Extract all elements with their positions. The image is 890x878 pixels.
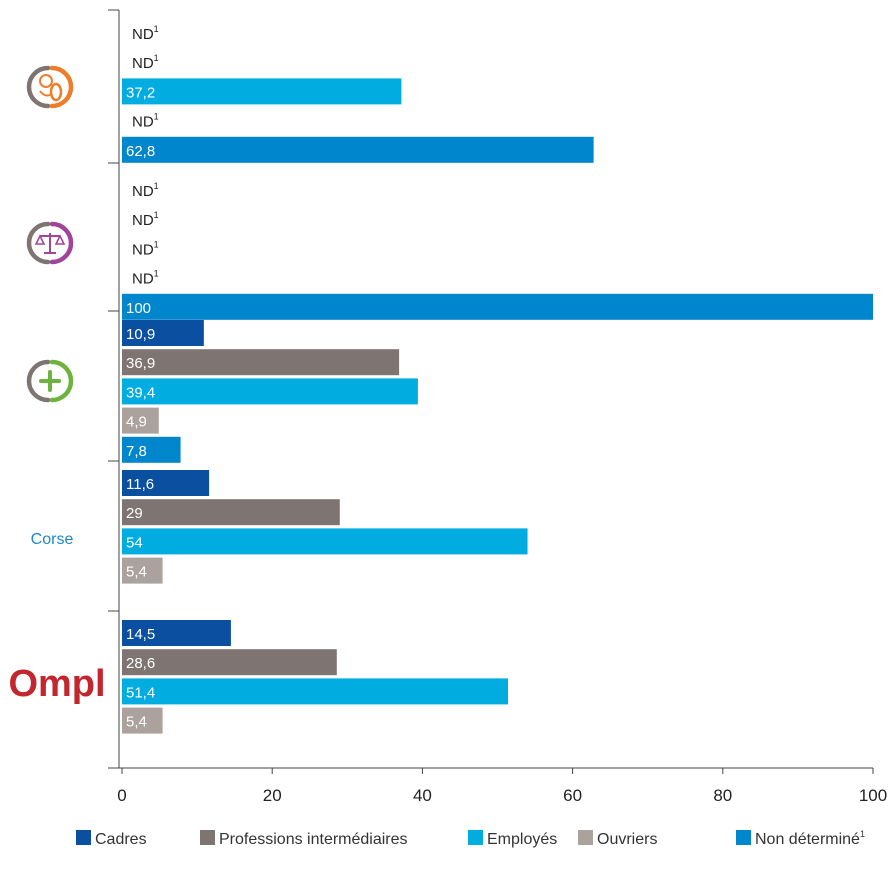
legend-swatch	[736, 830, 751, 845]
footnote-marker: 1	[154, 269, 159, 279]
bar-non-determine-3	[122, 436, 181, 463]
x-tick-label: 40	[413, 786, 432, 805]
category-labels-layer: Corse Ompl	[8, 65, 106, 705]
footnote-marker: 1	[154, 239, 159, 249]
bar-value-label: 11,6	[126, 476, 154, 493]
bar-value-label: 28,6	[126, 655, 155, 672]
axes-layer: 0 20 40 60 80 100	[108, 9, 887, 805]
bar-cadres-4	[122, 470, 210, 496]
ompl-logo: Ompl	[8, 663, 105, 705]
x-tick-label: 0	[117, 786, 126, 805]
bar-value-label: 5,4	[126, 714, 147, 731]
bar-professions-intermediaires-3	[122, 349, 400, 376]
legend-label: Non déterminé1	[755, 829, 865, 848]
legend-swatch	[578, 830, 593, 845]
bar-professions-intermediaires-5	[122, 649, 337, 676]
bars-layer: ND1 ND1 37,2 ND1 62,8 ND1 ND1 ND1 ND1 100 10,9 36,9…	[122, 24, 873, 734]
bar-value-label: 36,9	[126, 355, 155, 372]
legend-item-ouvriers: Ouvriers	[578, 830, 657, 848]
bar-value-label: 37,2	[126, 84, 155, 101]
bar-professions-intermediaires-4	[122, 499, 340, 526]
bar-non-determine-2	[122, 293, 873, 320]
health-plus-icon	[26, 359, 74, 403]
legend-item-non-determine: Non déterminé1	[736, 829, 865, 848]
legend-swatch	[76, 830, 91, 845]
bar-value-label: 7,8	[126, 443, 147, 460]
footnote-marker: 1	[154, 181, 159, 191]
bar-value-label: 39,4	[126, 384, 155, 401]
x-tick-label: 100	[859, 786, 887, 805]
bar-cadres-3	[122, 320, 204, 346]
coins-hands-icon	[26, 65, 74, 109]
not-available-label: ND1	[132, 210, 159, 229]
bar-ouvriers-4	[122, 557, 163, 584]
footnote-marker: 1	[154, 24, 159, 34]
bar-value-label: 100	[126, 300, 151, 317]
footnote-marker: 1	[860, 829, 865, 839]
x-tick-label: 80	[713, 786, 732, 805]
legend-label: Cadres	[95, 831, 147, 848]
justice-scales-icon	[26, 221, 74, 265]
bar-value-label: 51,4	[126, 684, 155, 701]
footnote-marker: 1	[154, 53, 159, 63]
bar-ouvriers-5	[122, 707, 163, 734]
bar-value-label: 54	[126, 534, 143, 551]
category-label: Corse	[31, 531, 74, 548]
x-tick-label: 60	[563, 786, 582, 805]
bar-value-label: 4,9	[126, 414, 147, 431]
legend: Cadres Professions intermédiaires Employés…	[76, 829, 865, 848]
footnote-marker: 1	[154, 112, 159, 122]
not-available-label: ND1	[132, 269, 159, 288]
not-available-label: ND1	[132, 181, 159, 200]
not-available-label: ND1	[132, 24, 159, 43]
bar-value-label: 62,8	[126, 143, 155, 160]
bar-employes-1	[122, 78, 402, 105]
bar-employes-3	[122, 378, 418, 405]
bar-value-label: 10,9	[126, 326, 155, 343]
bar-employes-4	[122, 528, 528, 555]
not-available-label: ND1	[132, 53, 159, 72]
bar-ouvriers-3	[122, 407, 159, 434]
legend-item-cadres: Cadres	[76, 830, 147, 848]
bar-cadres-5	[122, 620, 231, 646]
bar-employes-5	[122, 678, 509, 705]
bar-value-label: 14,5	[126, 626, 155, 643]
legend-item-professions-intermediaires: Professions intermédiaires	[200, 830, 408, 848]
x-tick-label: 20	[263, 786, 282, 805]
legend-label: Professions intermédiaires	[219, 831, 408, 848]
legend-swatch	[200, 830, 215, 845]
legend-label: Ouvriers	[597, 831, 657, 848]
bar-value-label: 29	[126, 505, 143, 522]
not-available-label: ND1	[132, 112, 159, 131]
footnote-marker: 1	[154, 210, 159, 220]
not-available-label: ND1	[132, 239, 159, 258]
bar-value-label: 5,4	[126, 564, 147, 581]
bar-non-determine-1	[122, 136, 594, 163]
legend-swatch	[468, 830, 483, 845]
legend-label: Employés	[487, 831, 557, 848]
legend-item-employes: Employés	[468, 830, 557, 848]
